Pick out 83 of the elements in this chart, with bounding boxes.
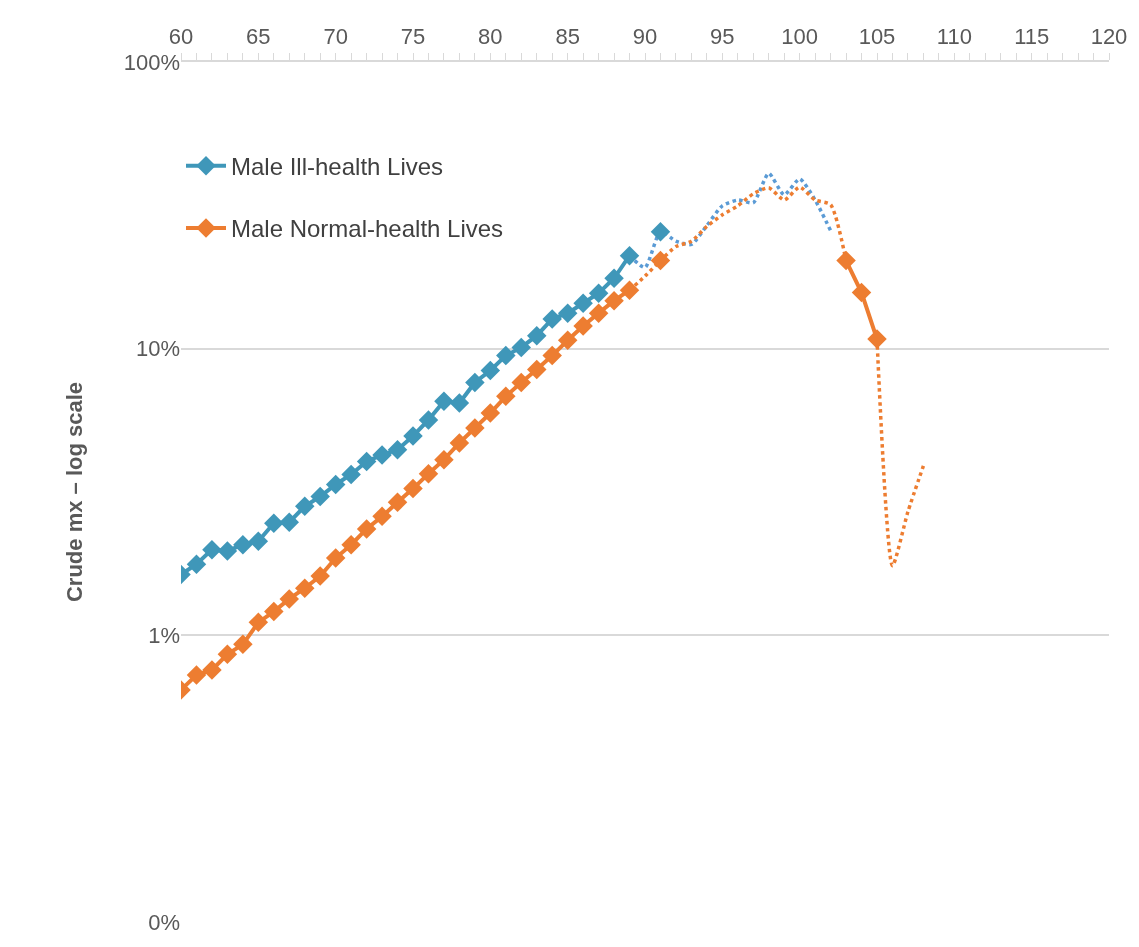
point — [403, 478, 423, 499]
point — [511, 372, 532, 393]
point — [604, 268, 624, 289]
point — [557, 330, 578, 350]
point — [341, 464, 361, 485]
x-tick-label: 95 — [710, 24, 735, 50]
point — [465, 372, 485, 393]
point — [186, 554, 207, 574]
x-tick-label: 65 — [246, 24, 271, 50]
point — [294, 496, 315, 517]
point — [851, 282, 872, 303]
point — [480, 360, 501, 381]
point — [264, 513, 284, 534]
point — [372, 506, 392, 527]
point — [217, 541, 238, 561]
point — [449, 433, 470, 453]
point — [186, 665, 207, 685]
point — [341, 535, 361, 555]
point — [248, 531, 269, 551]
point — [279, 589, 300, 609]
point — [387, 492, 408, 513]
point — [588, 283, 609, 304]
point — [418, 464, 439, 484]
point — [356, 451, 377, 472]
point — [325, 548, 346, 568]
x-tick-label: 60 — [168, 24, 194, 50]
point — [434, 391, 454, 411]
legend-label: Male Ill-health Lives — [231, 153, 444, 181]
y-tick-label: 0% — [148, 909, 180, 935]
point — [650, 221, 671, 242]
y-tick-label: 100% — [123, 49, 180, 75]
x-tick-label: 105 — [858, 24, 896, 50]
point — [619, 280, 640, 300]
point — [557, 303, 578, 323]
point — [418, 410, 439, 430]
y-tick-label: 1% — [148, 623, 180, 649]
x-tick-label: 100 — [781, 24, 819, 50]
point — [248, 612, 269, 633]
point — [310, 566, 330, 586]
point — [604, 290, 624, 311]
point — [310, 486, 330, 507]
point — [480, 403, 501, 423]
point — [372, 445, 392, 465]
point — [573, 293, 593, 314]
point — [573, 316, 593, 336]
x-tick-label: 110 — [936, 24, 972, 50]
x-tick-label: 115 — [1014, 24, 1050, 50]
point — [434, 449, 454, 470]
point — [619, 245, 640, 266]
point — [325, 474, 346, 495]
point — [465, 418, 485, 438]
x-tick-label: 70 — [323, 24, 348, 50]
point — [294, 578, 315, 598]
y-axis-title: Crude mx – log scale — [61, 381, 87, 603]
x-tick-label: 120 — [1090, 24, 1128, 50]
point — [588, 303, 609, 323]
point — [233, 634, 253, 655]
point — [650, 250, 671, 271]
point — [511, 337, 532, 358]
point — [496, 345, 516, 366]
point — [449, 393, 470, 413]
point — [387, 440, 408, 460]
point — [279, 512, 300, 533]
point — [356, 519, 377, 539]
x-tick-label: 80 — [478, 24, 503, 50]
point — [542, 309, 562, 329]
point — [836, 250, 856, 271]
point — [526, 325, 547, 346]
point — [403, 426, 423, 446]
x-tick-label: 75 — [400, 24, 426, 50]
point — [867, 329, 887, 349]
legend-label: Male Normal-health Lives — [231, 215, 504, 243]
point — [542, 345, 562, 366]
y-tick-label: 10% — [135, 336, 180, 362]
x-tick-label: 90 — [632, 24, 658, 50]
point — [202, 660, 222, 680]
point — [496, 386, 516, 407]
point — [233, 535, 253, 555]
x-tick-label: 85 — [555, 24, 580, 50]
point — [202, 539, 222, 560]
point — [217, 644, 238, 665]
point — [526, 359, 547, 380]
point — [264, 601, 284, 622]
